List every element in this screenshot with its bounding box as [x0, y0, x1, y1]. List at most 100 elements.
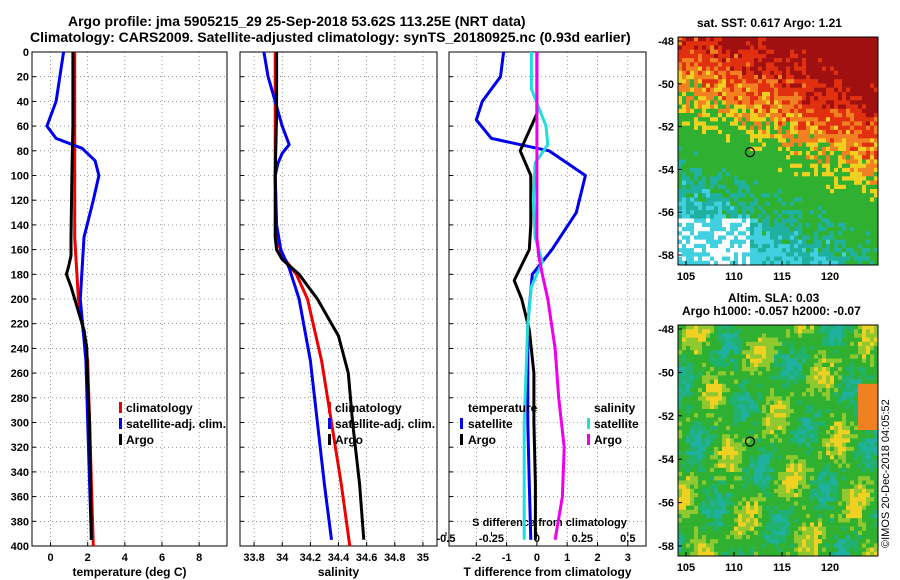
map-cell	[726, 409, 731, 414]
map-cell	[690, 138, 695, 143]
map-cell	[806, 467, 811, 473]
map-cell	[746, 100, 751, 105]
map-cell	[830, 388, 835, 393]
map-cell	[774, 138, 779, 143]
map-cell	[754, 333, 759, 338]
map-cell	[850, 329, 855, 334]
map-cell	[822, 227, 827, 232]
map-cell	[714, 235, 719, 240]
map-cell	[682, 180, 687, 186]
map-cell	[782, 425, 787, 431]
map-cell	[702, 400, 707, 406]
map-cell	[690, 205, 695, 211]
map-cell	[690, 193, 695, 198]
map-cell	[866, 91, 871, 97]
map-cell	[838, 243, 843, 249]
map-cell	[814, 350, 819, 355]
map-cell	[806, 121, 811, 126]
map-cell	[686, 425, 691, 431]
map-cell	[770, 392, 775, 397]
map-cell	[794, 146, 799, 152]
map-cell	[726, 396, 731, 401]
map-cell	[826, 159, 831, 164]
map-cell	[750, 252, 755, 257]
map-cell	[710, 108, 715, 114]
map-cell	[754, 155, 759, 160]
map-cell	[698, 367, 703, 372]
map-cell	[714, 197, 719, 202]
map-cell	[718, 346, 723, 351]
map-cell	[810, 167, 815, 173]
map-cell	[762, 235, 767, 240]
map-cell	[826, 252, 831, 257]
map-cell	[858, 184, 863, 190]
map-cell	[794, 201, 799, 207]
map-cell	[850, 451, 855, 456]
map-cell	[702, 66, 707, 72]
map-cell	[846, 375, 851, 380]
map-cell	[786, 442, 791, 448]
map-cell	[850, 417, 855, 422]
map-cell	[854, 142, 859, 148]
map-cell	[710, 379, 715, 385]
map-cell	[722, 252, 727, 257]
map-cell	[686, 430, 691, 435]
map-cell	[782, 260, 787, 266]
map-cell	[826, 96, 831, 101]
map-cell	[726, 243, 731, 249]
map-cell	[718, 231, 723, 236]
map-cell	[742, 62, 747, 67]
map-cell	[718, 248, 723, 253]
map-cell	[714, 41, 719, 46]
map-cell	[706, 383, 711, 389]
map-cell	[678, 362, 683, 368]
map-cell	[714, 333, 719, 338]
map-cell	[722, 146, 727, 152]
map-cell	[798, 375, 803, 380]
map-cell	[782, 113, 787, 118]
map-cell	[834, 243, 839, 249]
map-cell	[722, 83, 727, 88]
map-cell	[710, 425, 715, 431]
lat-tick-label: -52	[658, 122, 674, 134]
map-cell	[702, 484, 707, 490]
map-cell	[818, 325, 823, 330]
map-cell	[758, 367, 763, 372]
map-cell	[782, 455, 787, 460]
map-cell	[718, 184, 723, 190]
map-cell	[786, 201, 791, 207]
map-cell	[786, 205, 791, 211]
map-cell	[838, 91, 843, 97]
map-cell	[790, 167, 795, 173]
map-cell	[690, 66, 695, 72]
map-cell	[698, 151, 703, 156]
map-cell	[802, 62, 807, 67]
map-cell	[866, 189, 871, 194]
map-cell	[794, 227, 799, 232]
map-cell	[802, 129, 807, 135]
map-cell	[858, 459, 863, 464]
map-cell	[790, 413, 795, 418]
map-cell	[810, 210, 815, 215]
map-cell	[786, 66, 791, 72]
map-cell	[690, 163, 695, 169]
map-cell	[810, 337, 815, 343]
map-cell	[830, 121, 835, 126]
map-cell	[806, 442, 811, 448]
map-cell	[730, 58, 735, 63]
map-cell	[690, 476, 695, 481]
map-cell	[686, 58, 691, 63]
map-cell	[758, 467, 763, 473]
map-cell	[862, 146, 867, 152]
map-cell	[850, 346, 855, 351]
map-cell	[746, 151, 751, 156]
map-cell	[794, 62, 799, 67]
map-cell	[702, 138, 707, 143]
map-cell	[694, 87, 699, 93]
map-cell	[750, 155, 755, 160]
map-cell	[858, 260, 863, 266]
map-cell	[678, 155, 683, 160]
map-cell	[770, 83, 775, 88]
map-cell	[718, 205, 723, 211]
map-cell	[858, 205, 863, 211]
